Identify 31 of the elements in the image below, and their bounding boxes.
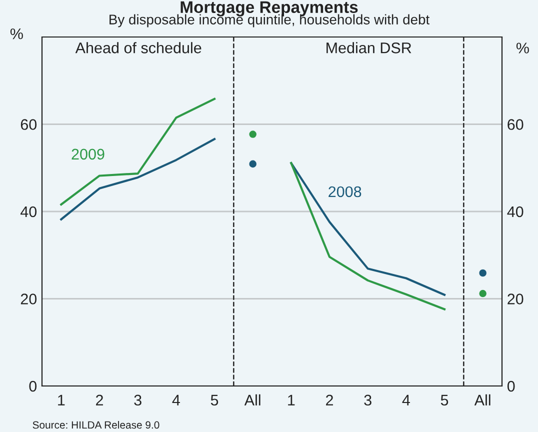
- y-axis-title: %: [10, 28, 23, 40]
- x-tick-label: 2: [96, 394, 103, 406]
- y-tick-label: 0: [29, 380, 37, 392]
- y-tick-label: 20: [20, 294, 37, 304]
- x-tick-label: All: [474, 394, 490, 406]
- x-tick-label: 5: [440, 394, 448, 406]
- x-tick-label: 1: [288, 394, 295, 406]
- y-tick-label: 40: [20, 206, 37, 218]
- y-tick-label: 0: [507, 380, 515, 392]
- series-label: 2008: [328, 186, 362, 198]
- line-series: [60, 138, 216, 220]
- annotation: Median DSR: [326, 42, 412, 54]
- annotation: Ahead of schedule: [75, 42, 202, 54]
- series-label: 2009: [72, 148, 104, 160]
- x-tick-label: 4: [402, 394, 410, 406]
- x-tick-label: 3: [364, 394, 372, 406]
- x-tick-label: 5: [210, 394, 218, 406]
- y-tick-label: 60: [508, 119, 524, 130]
- y-tick-label: 40: [507, 206, 524, 218]
- y-tick-label: 20: [508, 294, 524, 304]
- y-tick-label: 60: [20, 119, 37, 130]
- source-note: Source: HILDA Release 9.0: [32, 420, 160, 429]
- x-tick-label: 2: [326, 394, 333, 406]
- line-series: [60, 98, 216, 206]
- y-axis-title: %: [516, 42, 529, 54]
- x-tick-label: 4: [172, 394, 180, 406]
- x-tick-label: 3: [134, 394, 142, 406]
- chart-subtitle: By disposable income quintile, households with debt: [110, 14, 430, 28]
- x-tick-label: 1: [58, 394, 65, 406]
- chart-title: Mortgage Repayments: [180, 1, 358, 16]
- x-tick-label: All: [244, 394, 260, 406]
